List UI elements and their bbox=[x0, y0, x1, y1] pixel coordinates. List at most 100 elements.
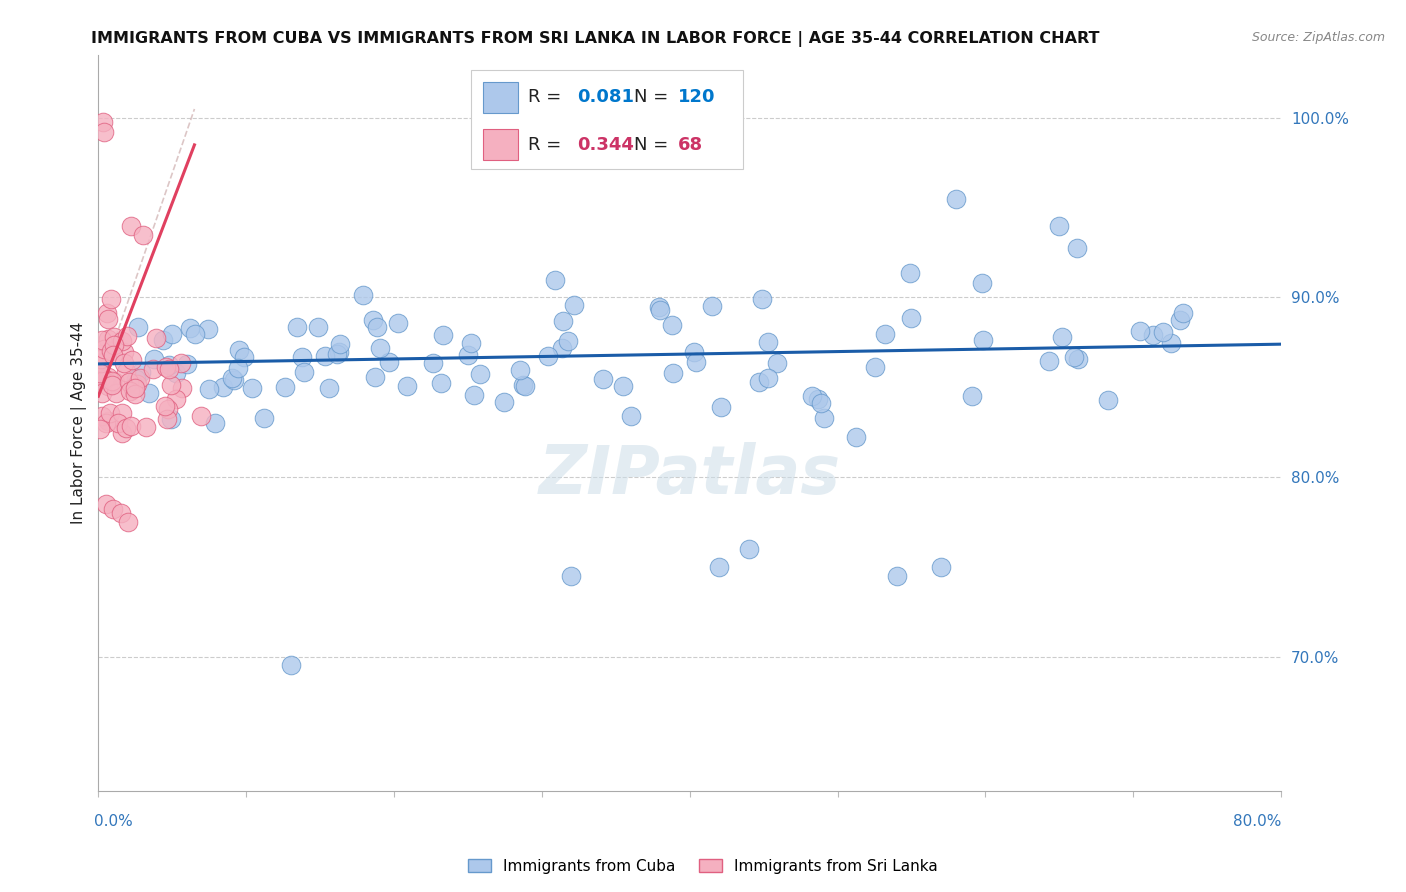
Point bbox=[93, 342, 115, 356]
Text: N =: N = bbox=[634, 88, 668, 106]
Y-axis label: In Labor Force | Age 35-44: In Labor Force | Age 35-44 bbox=[72, 322, 87, 524]
Text: N =: N = bbox=[634, 136, 668, 154]
Point bbox=[115, 365, 138, 379]
Point bbox=[125, 377, 148, 392]
Point bbox=[89, 366, 111, 380]
Point bbox=[756, 370, 779, 384]
Point bbox=[107, 416, 129, 430]
Point bbox=[91, 386, 114, 401]
Point bbox=[709, 559, 731, 574]
Text: IMMIGRANTS FROM CUBA VS IMMIGRANTS FROM SRI LANKA IN LABOR FORCE | AGE 35-44 COR: IMMIGRANTS FROM CUBA VS IMMIGRANTS FROM … bbox=[91, 31, 1099, 47]
Point bbox=[221, 370, 243, 384]
Point bbox=[124, 379, 146, 393]
Point bbox=[551, 341, 574, 355]
Point bbox=[557, 334, 579, 349]
Text: Source: ZipAtlas.com: Source: ZipAtlas.com bbox=[1251, 31, 1385, 45]
Point bbox=[326, 347, 349, 361]
Point bbox=[318, 381, 340, 395]
Point bbox=[700, 299, 723, 313]
Point bbox=[176, 358, 198, 372]
Point bbox=[291, 351, 314, 365]
Point bbox=[228, 343, 250, 357]
Point bbox=[800, 389, 823, 403]
Point bbox=[115, 421, 138, 435]
Point bbox=[117, 515, 139, 529]
Point bbox=[1050, 330, 1073, 344]
Point bbox=[98, 406, 121, 420]
Point bbox=[253, 411, 276, 425]
Point bbox=[361, 313, 384, 327]
Point bbox=[845, 429, 868, 443]
Point bbox=[929, 559, 952, 574]
Point bbox=[1038, 354, 1060, 368]
Point bbox=[972, 333, 994, 347]
Point bbox=[142, 351, 165, 366]
Point bbox=[138, 386, 160, 401]
Point bbox=[1063, 350, 1085, 364]
Point bbox=[551, 314, 574, 328]
Point bbox=[160, 412, 183, 426]
Point bbox=[1066, 241, 1088, 255]
Point bbox=[1142, 328, 1164, 343]
Point bbox=[1129, 325, 1152, 339]
Text: R =: R = bbox=[527, 88, 567, 106]
Text: R =: R = bbox=[527, 136, 567, 154]
Point bbox=[512, 378, 534, 392]
Point bbox=[898, 266, 921, 280]
Point bbox=[685, 355, 707, 369]
Point bbox=[387, 316, 409, 330]
Point bbox=[145, 331, 167, 345]
Point bbox=[97, 332, 120, 346]
Point bbox=[292, 366, 315, 380]
Point bbox=[97, 370, 120, 384]
Point bbox=[228, 360, 250, 375]
Point bbox=[648, 300, 671, 314]
Text: ZIPatlas: ZIPatlas bbox=[538, 442, 841, 508]
Point bbox=[91, 114, 114, 128]
Point bbox=[212, 379, 235, 393]
Point bbox=[90, 356, 112, 370]
Point bbox=[125, 372, 148, 386]
Text: 120: 120 bbox=[678, 88, 716, 106]
Point bbox=[91, 333, 114, 347]
Point bbox=[620, 409, 643, 423]
Point bbox=[873, 327, 896, 342]
Point bbox=[91, 354, 114, 368]
Point bbox=[233, 350, 256, 364]
Text: 80.0%: 80.0% bbox=[1233, 814, 1281, 830]
Point bbox=[155, 360, 177, 375]
Point bbox=[738, 541, 761, 556]
Point bbox=[945, 192, 967, 206]
Point bbox=[103, 338, 125, 352]
Point bbox=[515, 379, 537, 393]
Point bbox=[307, 319, 329, 334]
Point bbox=[110, 506, 132, 520]
Point bbox=[97, 311, 120, 326]
Point bbox=[121, 353, 143, 368]
Point bbox=[101, 374, 124, 388]
Point bbox=[285, 319, 308, 334]
Point bbox=[165, 392, 187, 406]
Point bbox=[135, 420, 157, 434]
Point bbox=[661, 318, 683, 332]
Point bbox=[972, 276, 994, 290]
Point bbox=[97, 379, 120, 393]
Point bbox=[900, 310, 922, 325]
Point bbox=[886, 568, 908, 582]
Text: 68: 68 bbox=[678, 136, 703, 154]
Point bbox=[156, 412, 179, 426]
Point bbox=[91, 409, 114, 423]
Point bbox=[1171, 306, 1194, 320]
Point bbox=[960, 389, 983, 403]
Point bbox=[1168, 313, 1191, 327]
Point bbox=[612, 379, 634, 393]
Point bbox=[758, 334, 780, 349]
Point bbox=[111, 425, 134, 440]
Point bbox=[378, 355, 401, 369]
Point bbox=[810, 396, 832, 410]
Point bbox=[751, 292, 773, 306]
Point bbox=[536, 349, 558, 363]
Point bbox=[131, 227, 153, 242]
Point bbox=[100, 343, 122, 358]
Point bbox=[710, 400, 733, 414]
